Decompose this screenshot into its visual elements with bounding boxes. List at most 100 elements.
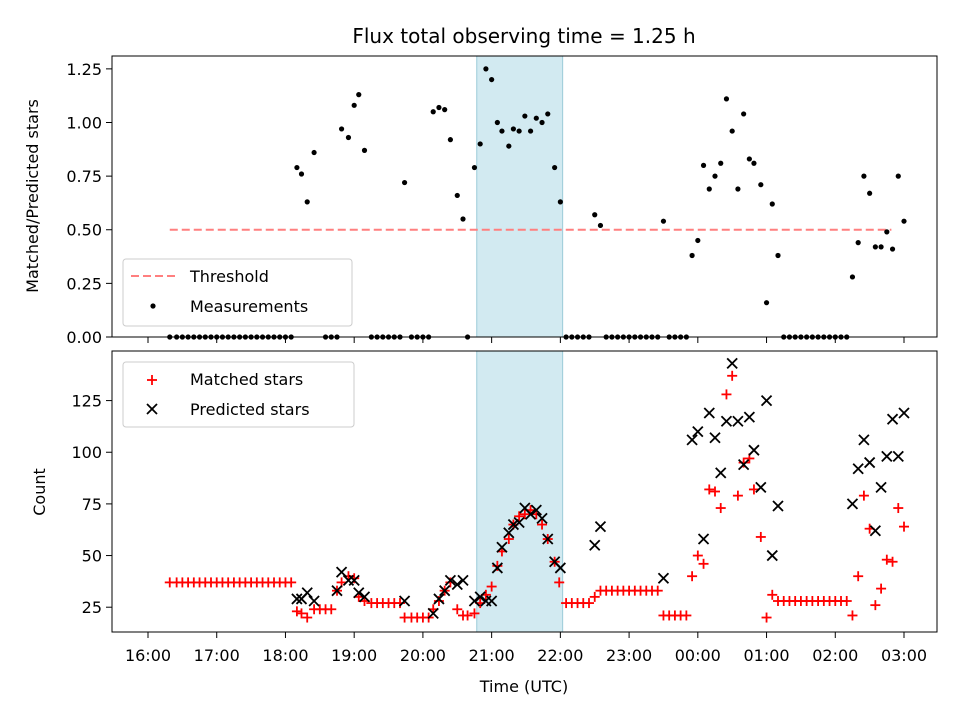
data-point	[483, 66, 489, 72]
y-tick-label: 0.50	[66, 221, 102, 240]
y-tick-label: 1.25	[66, 60, 102, 79]
data-point	[296, 608, 307, 619]
bottom-y-axis-title: Count	[30, 468, 49, 516]
data-point	[751, 160, 757, 166]
x-tick-label: 19:00	[331, 646, 377, 665]
data-point	[709, 432, 721, 444]
data-point	[761, 612, 772, 623]
data-point	[514, 511, 525, 522]
data-point	[715, 467, 727, 479]
bottom-highlight-window	[476, 350, 564, 633]
data-point	[594, 520, 607, 533]
data-point	[867, 190, 873, 196]
data-point	[901, 218, 907, 224]
data-point	[516, 128, 522, 134]
top-highlight-rect	[476, 55, 564, 338]
x-tick-label: 16:00	[125, 646, 171, 665]
bottom-x-axis-title: Time (UTC)	[479, 677, 568, 696]
data-point	[893, 503, 904, 514]
data-point	[898, 407, 910, 419]
data-point	[855, 240, 861, 246]
data-point	[462, 610, 473, 621]
y-tick-label: 0.75	[66, 167, 102, 186]
data-point	[348, 574, 360, 586]
data-point	[889, 246, 896, 252]
top-y-axis-title: Matched/Predicted stars	[23, 99, 42, 293]
data-point	[767, 589, 778, 600]
data-point	[881, 554, 892, 565]
data-point	[715, 503, 726, 514]
data-point	[863, 456, 876, 469]
data-point	[489, 76, 495, 83]
x-tick-label: 00:00	[675, 646, 721, 665]
data-point	[735, 186, 741, 192]
data-point	[513, 516, 525, 529]
data-point	[841, 596, 852, 607]
data-point	[729, 128, 735, 134]
x-tick-label: 03:00	[881, 646, 927, 665]
data-point	[872, 244, 878, 250]
data-point	[660, 218, 667, 224]
data-point	[291, 593, 303, 605]
data-point	[298, 171, 305, 177]
data-point	[726, 357, 738, 370]
data-point	[430, 109, 436, 115]
data-point	[503, 534, 514, 545]
data-point	[592, 212, 598, 218]
data-point	[304, 199, 310, 205]
bottom-x-axis: 16:00 17:00 18:00 19:00 20:00 21:00 22:00 23:00…	[125, 632, 927, 665]
data-point	[846, 498, 859, 510]
data-point	[852, 463, 864, 475]
data-point	[506, 143, 512, 149]
data-point	[775, 252, 781, 259]
data-point	[743, 411, 756, 423]
data-point	[895, 173, 901, 179]
data-point	[861, 173, 867, 179]
data-point	[427, 607, 439, 620]
data-point	[732, 415, 744, 427]
data-point	[356, 92, 362, 98]
data-point	[503, 527, 515, 539]
data-point	[723, 96, 730, 102]
data-point	[451, 578, 463, 591]
data-point	[737, 459, 750, 471]
data-point	[875, 481, 887, 494]
x-tick-label: 18:00	[262, 646, 308, 665]
data-point	[338, 126, 345, 132]
data-point	[401, 179, 408, 186]
data-point	[853, 571, 864, 582]
data-point	[748, 484, 759, 495]
data-point	[335, 566, 348, 578]
data-point	[439, 585, 451, 597]
x-tick-label: 02:00	[812, 646, 858, 665]
legend-measurements-swatch	[150, 303, 156, 309]
data-point	[692, 550, 703, 561]
y-tick-label: 125	[71, 392, 102, 411]
x-tick-label: 17:00	[194, 646, 240, 665]
data-point	[657, 572, 670, 584]
data-point	[763, 300, 770, 306]
data-point	[286, 577, 297, 588]
legend-matched-label: Matched stars	[190, 370, 303, 389]
data-point	[869, 525, 882, 537]
data-point	[433, 593, 445, 605]
data-point	[552, 164, 558, 171]
data-point	[706, 186, 712, 192]
data-point	[519, 509, 530, 520]
data-point	[760, 394, 773, 407]
legend-matched-swatch	[147, 375, 157, 385]
y-tick-label: 1.00	[66, 113, 102, 132]
data-point	[358, 591, 371, 603]
data-point	[741, 111, 747, 117]
legend-predicted-swatch	[146, 403, 158, 415]
y-tick-label: 0.00	[66, 328, 102, 347]
data-point	[858, 490, 869, 501]
data-point	[469, 608, 480, 619]
data-point	[302, 612, 313, 623]
top-legend: Threshold Measurements	[122, 258, 353, 327]
data-point	[524, 508, 537, 520]
data-point	[308, 595, 320, 607]
data-point	[892, 450, 904, 463]
x-tick-label: 21:00	[469, 646, 515, 665]
